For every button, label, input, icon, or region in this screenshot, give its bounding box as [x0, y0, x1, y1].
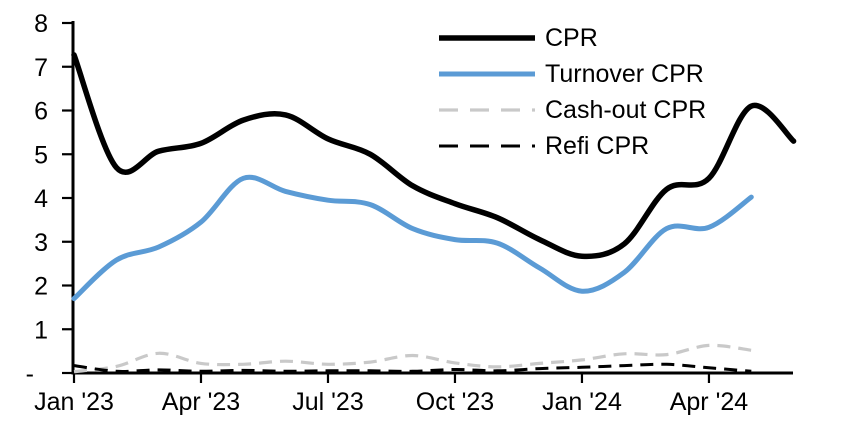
legend-line-cashout-icon: [439, 108, 535, 112]
legend-item-cashout-cpr: Cash-out CPR: [438, 92, 706, 128]
legend-line-turnover-icon: [439, 71, 535, 77]
x-tick-label: Apr '24: [670, 388, 749, 416]
legend-item-turnover-cpr: Turnover CPR: [438, 56, 706, 92]
legend-item-refi-cpr: Refi CPR: [438, 128, 706, 164]
y-tick-label: 5: [34, 141, 48, 169]
legend-line-cpr-icon: [439, 35, 535, 41]
y-tick-label: -: [26, 360, 34, 388]
legend-label-turnover-cpr: Turnover CPR: [545, 59, 704, 88]
legend-line-refi-icon: [439, 144, 535, 148]
series-line-refi-cpr: [73, 362, 752, 373]
y-tick-label: 1: [34, 316, 48, 344]
y-tick-label: 2: [34, 273, 48, 301]
legend-label-cpr: CPR: [545, 23, 598, 52]
y-tick-label: 6: [34, 98, 48, 126]
y-tick-label: 3: [34, 229, 48, 257]
y-tick-label: 7: [34, 54, 48, 82]
x-tick-label: Jan '23: [34, 388, 114, 416]
series-line-turnover-cpr: [71, 174, 754, 302]
y-tick-label: 4: [34, 185, 48, 213]
legend-label-refi-cpr: Refi CPR: [545, 131, 650, 160]
legend-item-cpr: CPR: [438, 20, 706, 56]
legend-label-cashout-cpr: Cash-out CPR: [545, 95, 707, 124]
series-line-cpr: [71, 52, 797, 260]
x-tick-label: Apr '23: [162, 388, 240, 416]
series-line-cashout-cpr: [73, 343, 752, 374]
x-tick-label: Jan '24: [542, 388, 622, 416]
x-tick-label: Jul '23: [292, 388, 363, 416]
chart-legend: CPR Turnover CPR Cash-out CPR Refi CPR: [438, 20, 706, 164]
y-tick-label: 8: [34, 10, 48, 38]
x-tick-label: Oct '23: [416, 388, 494, 416]
